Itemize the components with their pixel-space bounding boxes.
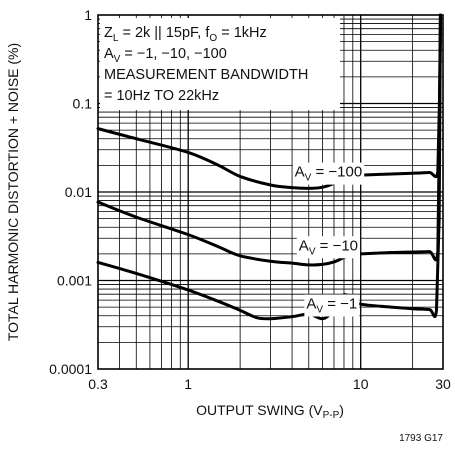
annotation-line-2: AV = −1, −10, −100 bbox=[104, 46, 227, 65]
y-tick-labels: 1 0.1 0.01 0.001 0.0001 bbox=[49, 7, 92, 377]
x-axis-title: OUTPUT SWING (VP-P) bbox=[196, 402, 344, 421]
series-labels: AV = −100 AV = −10 AV = −1 bbox=[292, 162, 365, 317]
series-gain-minus-1-line bbox=[96, 13, 442, 321]
annotation-line-1: ZL = 2k || 15pF, fO = 1kHz bbox=[104, 25, 267, 44]
label-gain-minus-1-background bbox=[304, 294, 360, 317]
label-gain-minus-100-background bbox=[292, 162, 365, 185]
plot-frame bbox=[97, 14, 444, 370]
label-gain-minus-1: AV = −1 bbox=[306, 295, 357, 315]
label-gain-minus-10: AV = −10 bbox=[299, 237, 358, 257]
label-gain-minus-100: AV = −100 bbox=[295, 164, 363, 184]
series-gain-minus-100-line bbox=[96, 13, 442, 190]
x-tick-label: 0.3 bbox=[88, 376, 108, 392]
y-tick-label: 0.0001 bbox=[49, 361, 92, 377]
series-lines bbox=[96, 13, 442, 321]
annotation-background bbox=[100, 18, 340, 110]
y-tick-label: 0.1 bbox=[73, 96, 93, 112]
x-tick-label: 30 bbox=[435, 376, 451, 392]
label-gain-minus-10-background bbox=[296, 236, 361, 259]
y-tick-label: 1 bbox=[84, 7, 92, 23]
series-gain-minus-10-line bbox=[96, 13, 442, 267]
x-tick-label: 1 bbox=[184, 376, 192, 392]
x-tick-label: 10 bbox=[353, 376, 369, 392]
annotation-line-4: = 10Hz TO 22kHz bbox=[104, 88, 219, 104]
x-tick-labels: 0.3 1 10 30 bbox=[88, 376, 451, 392]
y-tick-label: 0.001 bbox=[57, 273, 92, 289]
figure-code: 1793 G17 bbox=[399, 433, 443, 444]
annotation-line-3: MEASUREMENT BANDWIDTH bbox=[104, 67, 308, 83]
y-tick-label: 0.01 bbox=[65, 184, 92, 200]
y-axis-title: TOTAL HARMONIC DISTORTION + NOISE (%) bbox=[5, 43, 21, 341]
